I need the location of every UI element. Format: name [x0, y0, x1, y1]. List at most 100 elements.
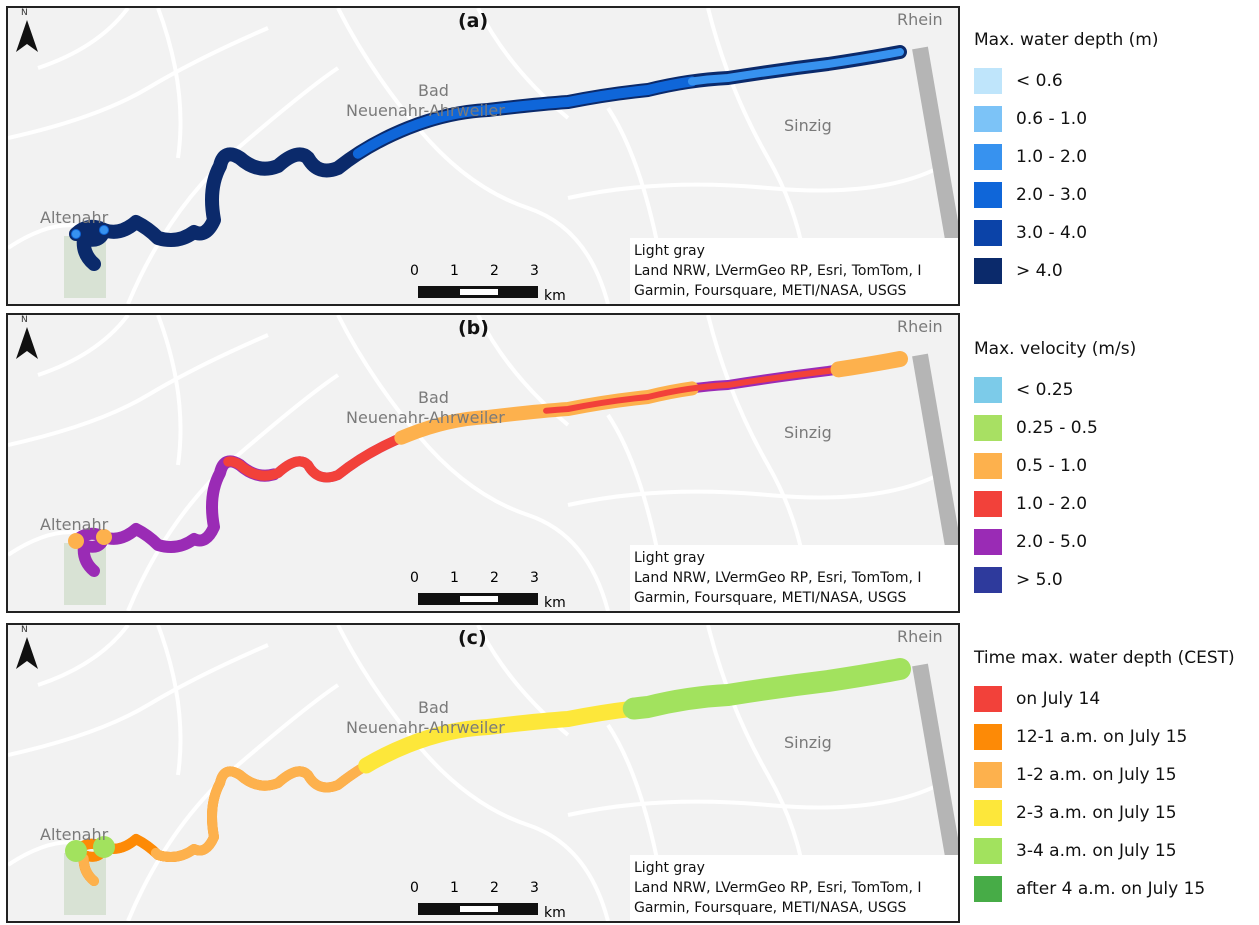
legend-label: 1-2 a.m. on July 15	[1016, 765, 1177, 785]
map-panel-b: (b) N Rhein Bad Neuenahr-Ahrweiler Sinzi…	[6, 313, 960, 613]
scale-tick: 1	[450, 880, 459, 896]
legend-label: < 0.6	[1016, 71, 1063, 91]
place-label-altenahr: Altenahr	[40, 515, 109, 534]
legend-label: 1.0 - 2.0	[1016, 147, 1088, 167]
legend-item: 2.0 - 3.0	[974, 176, 1159, 214]
scale-tick: 1	[450, 570, 459, 586]
place-label-neuenahr: Neuenahr-Ahrweiler	[346, 101, 505, 120]
map-panel-c: (c) N Rhein Bad Neuenahr-Ahrweiler Sinzi…	[6, 623, 960, 923]
legend-label: > 5.0	[1016, 570, 1063, 590]
scale-unit: km	[544, 288, 566, 304]
panel-label: (c)	[458, 627, 487, 649]
attribution-line: Light gray	[634, 550, 705, 566]
legend-swatch	[974, 491, 1002, 517]
legend-c: Time max. water depth (CEST) on July 14 …	[974, 648, 1235, 908]
place-label-altenahr: Altenahr	[40, 208, 109, 227]
legend-item: 2-3 a.m. on July 15	[974, 794, 1235, 832]
legend-swatch	[974, 724, 1002, 750]
legend-item: 0.5 - 1.0	[974, 447, 1136, 485]
legend-swatch	[974, 876, 1002, 902]
legend-label: 3-4 a.m. on July 15	[1016, 841, 1177, 861]
legend-item: on July 14	[974, 680, 1235, 718]
scale-tick: 3	[530, 263, 539, 279]
river-class-segment	[71, 354, 905, 576]
north-label: N	[21, 625, 28, 635]
legend-item: < 0.6	[974, 62, 1159, 100]
legend-swatch	[974, 68, 1002, 94]
legend-title: Time max. water depth (CEST)	[974, 648, 1235, 668]
river-class-segment	[70, 353, 906, 577]
scale-tick: 3	[530, 880, 539, 896]
place-label-altenahr: Altenahr	[40, 825, 109, 844]
scale-bar: 0 1 2 3 km	[410, 880, 566, 921]
place-label-rhein: Rhein	[897, 627, 943, 646]
legend-label: 3.0 - 4.0	[1016, 223, 1088, 243]
legend-label: 0.6 - 1.0	[1016, 109, 1088, 129]
scale-tick: 2	[490, 570, 499, 586]
attribution-line: Garmin, Foursquare, METI/NASA, USGS	[634, 283, 907, 299]
place-label-rhein: Rhein	[897, 10, 943, 29]
river-class-segment	[65, 658, 911, 892]
legend-label: after 4 a.m. on July 15	[1016, 879, 1206, 899]
legend-item: 3-4 a.m. on July 15	[974, 832, 1235, 870]
attribution: Light gray Land NRW, LVermGeo RP, Esri, …	[630, 238, 958, 304]
place-label-sinzig: Sinzig	[784, 423, 832, 442]
panel-label: (a)	[458, 10, 489, 32]
legend-item: 3.0 - 4.0	[974, 214, 1159, 252]
legend-a: Max. water depth (m) < 0.6 0.6 - 1.0 1.0…	[974, 30, 1159, 290]
place-label-sinzig: Sinzig	[784, 116, 832, 135]
legend-swatch	[974, 377, 1002, 403]
place-label-rhein: Rhein	[897, 317, 943, 336]
attribution-line: Land NRW, LVermGeo RP, Esri, TomTom, I	[634, 880, 922, 896]
railway	[912, 46, 958, 270]
scale-unit: km	[544, 905, 566, 921]
legend-item: > 4.0	[974, 252, 1159, 290]
place-label-sinzig: Sinzig	[784, 733, 832, 752]
railway	[912, 663, 958, 887]
north-arrow-icon	[16, 327, 38, 359]
legend-swatch	[974, 453, 1002, 479]
river-class-segment	[73, 356, 903, 574]
legend-swatch	[974, 686, 1002, 712]
legend-label: 2.0 - 5.0	[1016, 532, 1088, 552]
legend-swatch	[974, 258, 1002, 284]
legend-label: 2-3 a.m. on July 15	[1016, 803, 1177, 823]
legend-swatch	[974, 144, 1002, 170]
attribution-line: Land NRW, LVermGeo RP, Esri, TomTom, I	[634, 263, 922, 279]
legend-label: 0.25 - 0.5	[1016, 418, 1098, 438]
scale-tick: 2	[490, 263, 499, 279]
legend-swatch	[974, 762, 1002, 788]
scale-tick: 0	[410, 263, 419, 279]
legend-item: > 5.0	[974, 561, 1136, 599]
attribution: Light gray Land NRW, LVermGeo RP, Esri, …	[630, 855, 958, 921]
legend-swatch	[974, 567, 1002, 593]
legend-swatch	[974, 800, 1002, 826]
legend-label: on July 14	[1016, 689, 1101, 709]
legend-label: 12-1 a.m. on July 15	[1016, 727, 1188, 747]
river-class-segment	[72, 48, 904, 268]
map-panel-a: (a) N Rhein Bad Neuenahr-Ahrweiler Sinzi…	[6, 6, 960, 306]
legend-swatch	[974, 415, 1002, 441]
legend-item: 1-2 a.m. on July 15	[974, 756, 1235, 794]
legend-label: 0.5 - 1.0	[1016, 456, 1088, 476]
attribution-line: Light gray	[634, 243, 705, 259]
scale-tick: 0	[410, 880, 419, 896]
north-arrow-icon	[16, 637, 38, 669]
legend-item: 12-1 a.m. on July 15	[974, 718, 1235, 756]
legend-label: 1.0 - 2.0	[1016, 494, 1088, 514]
legend-label: < 0.25	[1016, 380, 1074, 400]
legend-item: 1.0 - 2.0	[974, 138, 1159, 176]
place-label-neuenahr: Neuenahr-Ahrweiler	[346, 718, 505, 737]
attribution-line: Light gray	[634, 860, 705, 876]
legend-item: 1.0 - 2.0	[974, 485, 1136, 523]
legend-swatch	[974, 106, 1002, 132]
legend-title: Max. velocity (m/s)	[974, 339, 1137, 359]
scale-tick: 0	[410, 570, 419, 586]
place-label-bad: Bad	[418, 698, 449, 717]
panel-label: (b)	[458, 317, 489, 339]
roads	[8, 315, 939, 611]
railway	[912, 353, 958, 577]
scale-tick: 1	[450, 263, 459, 279]
place-label-bad: Bad	[418, 81, 449, 100]
legend-label: 2.0 - 3.0	[1016, 185, 1088, 205]
